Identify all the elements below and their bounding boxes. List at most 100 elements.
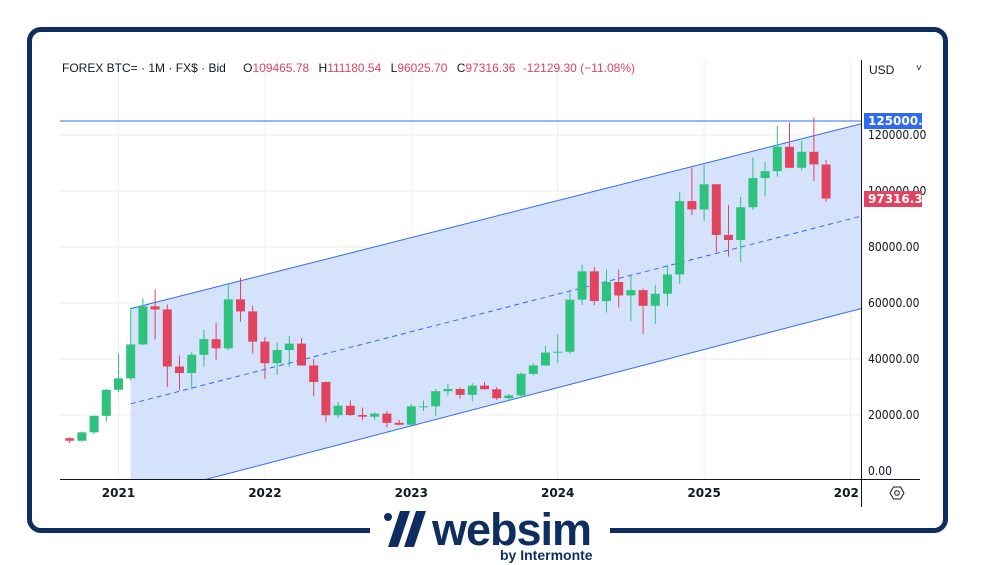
candle — [797, 140, 807, 171]
candle — [492, 387, 502, 400]
price-type: Bid — [208, 61, 226, 75]
candle — [577, 264, 587, 305]
candle — [77, 431, 87, 442]
candlestick-series — [65, 117, 831, 443]
close-label: C — [456, 61, 466, 75]
price-tick-label: 40000.00 — [868, 352, 920, 366]
interval[interactable]: 1M — [148, 61, 166, 75]
candle — [675, 192, 685, 284]
candle — [406, 404, 416, 425]
candle — [589, 267, 599, 306]
price-tick-label: 120000.00 — [868, 128, 927, 142]
candle — [772, 126, 782, 177]
brand-tagline: by Intermonte — [500, 547, 593, 563]
candle — [455, 387, 465, 399]
candle — [126, 307, 136, 381]
low-label: L — [390, 61, 398, 75]
candle — [297, 338, 306, 366]
candle — [541, 345, 550, 366]
open-value: 109465.78 — [252, 61, 310, 75]
candle — [626, 275, 636, 322]
time-tick-label: 2024 — [540, 486, 575, 500]
candle — [467, 383, 477, 402]
time-tick-label: 2023 — [394, 486, 428, 500]
candle — [724, 205, 733, 257]
price-tick-label: 80000.00 — [868, 240, 920, 254]
candle — [504, 394, 514, 402]
candle — [602, 269, 611, 313]
websim-logo-icon — [384, 511, 426, 547]
price-tick-label: 20000.00 — [868, 408, 920, 422]
high-label: H — [318, 61, 328, 75]
candle — [370, 412, 380, 421]
candle — [309, 359, 319, 397]
last-price-tag: 97316.36 — [864, 191, 922, 207]
candle — [358, 407, 367, 421]
candle — [419, 400, 428, 412]
candle — [187, 352, 197, 389]
low-value: 96025.70 — [397, 61, 448, 75]
chart-legend: FOREX BTC= · 1M · FX$ · Bid O109465.78 H… — [62, 61, 635, 75]
candle — [760, 161, 770, 197]
candle — [248, 305, 258, 354]
candle — [138, 298, 148, 345]
change-value: -12129.30 (−11.08%) — [522, 61, 635, 75]
high-value: 111180.54 — [327, 61, 382, 75]
candle — [785, 122, 794, 169]
candle — [748, 157, 758, 210]
candle — [650, 284, 660, 324]
brand-logo: websim by Intermonte — [370, 505, 610, 565]
candle — [809, 117, 819, 182]
candle — [236, 277, 245, 322]
candle — [699, 164, 709, 221]
candle — [162, 304, 172, 387]
candle — [821, 159, 831, 203]
candle — [89, 415, 99, 434]
currency-selector[interactable]: USD — [869, 63, 895, 77]
candle — [553, 334, 563, 364]
candle — [382, 411, 392, 428]
settings-gear-icon[interactable] — [889, 485, 905, 501]
close-value: 97316.36 — [465, 61, 516, 75]
candle — [431, 389, 441, 417]
candle — [101, 388, 111, 422]
candle — [711, 184, 721, 253]
candle — [443, 384, 453, 396]
candle — [638, 288, 648, 334]
candle — [150, 289, 160, 340]
candle — [394, 419, 404, 426]
candle — [663, 264, 672, 307]
open-label: O — [243, 61, 253, 75]
chevron-down-icon[interactable]: ˅ — [916, 63, 922, 74]
candle — [211, 322, 221, 361]
price-tick-label: 0.00 — [868, 464, 893, 478]
candle — [65, 437, 75, 443]
time-tick-label: 2021 — [101, 486, 136, 500]
time-tick-label: 2022 — [248, 486, 282, 500]
time-tick-label: 2026 — [833, 486, 868, 500]
candle — [480, 381, 489, 390]
candle — [223, 283, 233, 351]
candle — [516, 372, 526, 397]
candle — [333, 402, 343, 419]
hline-price-tag: 125000.00 — [864, 113, 922, 129]
symbol-name[interactable]: FOREX BTC= — [62, 61, 138, 75]
candle — [345, 400, 355, 417]
candle — [528, 363, 538, 376]
data-source: FX$ — [175, 61, 198, 75]
brand-name: websim — [432, 504, 592, 555]
candle — [272, 342, 282, 375]
candle — [321, 381, 331, 422]
candle — [260, 336, 270, 379]
candle — [565, 292, 575, 354]
candle — [284, 336, 294, 367]
candle — [175, 355, 184, 391]
candle — [614, 269, 624, 308]
candle — [114, 353, 123, 393]
time-tick-label: 2025 — [687, 486, 721, 500]
candle — [687, 167, 697, 216]
price-tick-label: 60000.00 — [868, 296, 920, 310]
candle — [199, 329, 209, 367]
candle — [736, 196, 746, 263]
